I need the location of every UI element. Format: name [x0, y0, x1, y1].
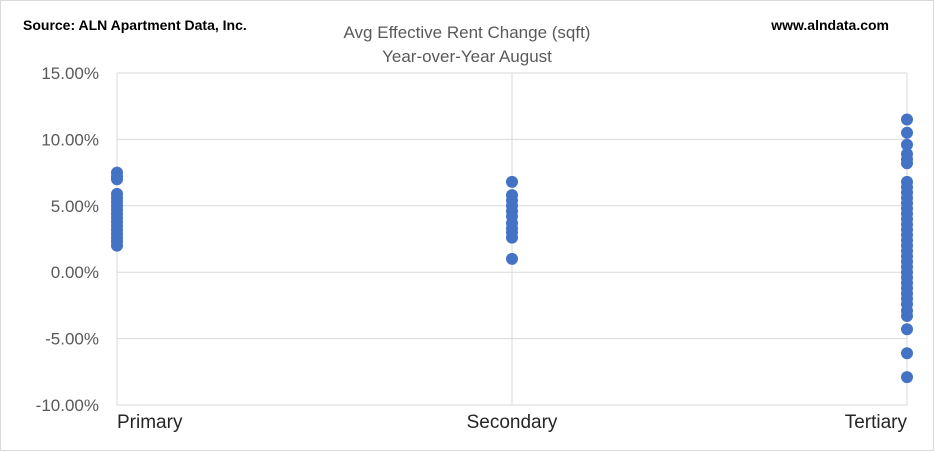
website-text: www.alndata.com — [771, 17, 889, 33]
chart-title-block: Avg Effective Rent Change (sqft) Year-ov… — [1, 21, 934, 69]
source-text: Source: ALN Apartment Data, Inc. — [23, 17, 247, 33]
data-point — [901, 347, 913, 360]
data-point — [901, 371, 913, 384]
y-tick-label: -5.00% — [45, 330, 99, 349]
chart-subtitle: Year-over-Year August — [382, 47, 552, 66]
data-point — [901, 310, 913, 323]
data-point — [901, 126, 913, 139]
x-category-label: Primary — [117, 412, 183, 433]
chart-title: Avg Effective Rent Change (sqft) — [343, 23, 591, 42]
x-category-label: Secondary — [467, 412, 558, 433]
y-tick-label: 5.00% — [51, 197, 99, 216]
data-point — [901, 323, 913, 336]
data-point — [901, 157, 913, 170]
data-point — [901, 113, 913, 126]
y-tick-label: 10.00% — [41, 130, 99, 149]
data-point — [506, 231, 518, 244]
data-point — [506, 175, 518, 188]
data-point — [111, 239, 123, 252]
y-tick-label: 15.00% — [41, 64, 99, 83]
y-tick-label: 0.00% — [51, 263, 99, 282]
data-point — [506, 252, 518, 265]
data-point — [111, 173, 123, 186]
x-category-label: Tertiary — [845, 412, 908, 433]
y-tick-label: -10.00% — [36, 396, 99, 415]
data-point — [901, 138, 913, 151]
